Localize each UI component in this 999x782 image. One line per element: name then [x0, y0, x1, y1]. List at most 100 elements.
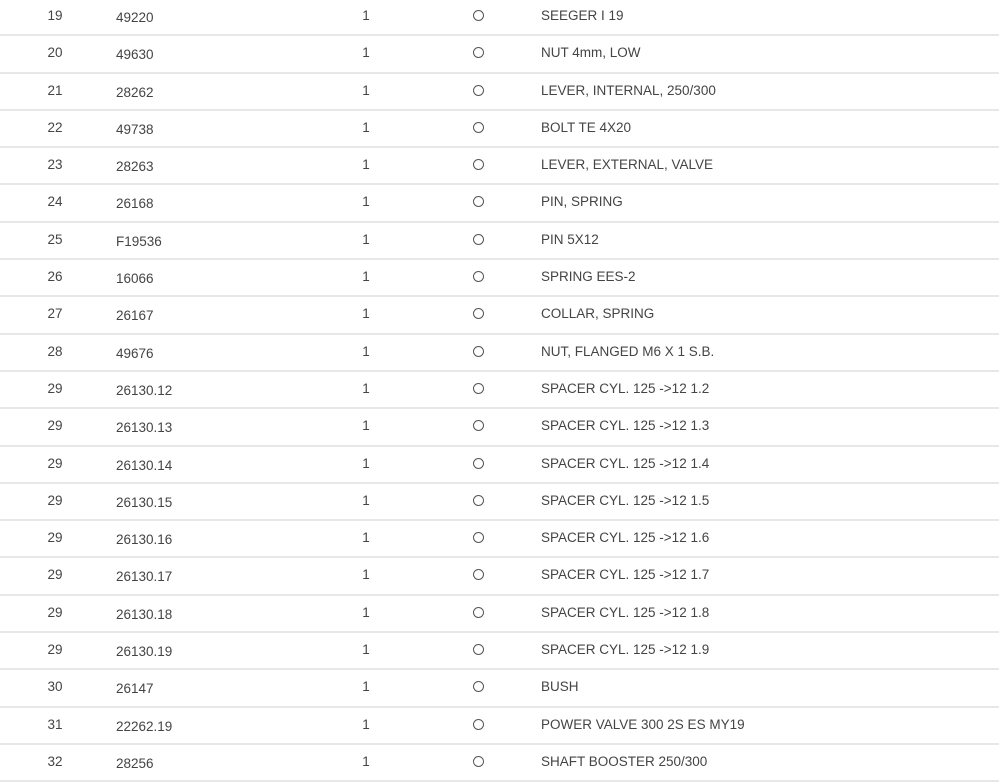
part-number: 49738: [116, 121, 154, 137]
select-radio[interactable]: [473, 47, 484, 59]
position-number: 29: [47, 455, 63, 471]
select-radio[interactable]: [473, 681, 484, 693]
select-radio[interactable]: [473, 271, 484, 283]
select-radio[interactable]: [473, 644, 484, 656]
select-radio[interactable]: [473, 84, 484, 96]
part-number: 26130.12: [116, 382, 173, 398]
quantity: 1: [362, 343, 370, 359]
position-number: 31: [47, 716, 63, 732]
select-radio[interactable]: [473, 233, 484, 245]
position-number: 30: [47, 679, 63, 695]
part-description: POWER VALVE 300 2S ES MY19: [541, 716, 745, 732]
table-row: 31 22262.19 1 POWER VALVE 300 2S ES MY19: [0, 708, 999, 745]
part-description: PIN, SPRING: [541, 194, 623, 210]
select-radio[interactable]: [473, 382, 484, 394]
quantity: 1: [362, 8, 370, 23]
table-row: 27 26167 1 COLLAR, SPRING: [0, 297, 999, 335]
part-description: SPACER CYL. 125 ->12 1.7: [541, 567, 710, 583]
part-number: 28256: [116, 755, 154, 771]
quantity: 1: [362, 119, 370, 135]
select-radio[interactable]: [473, 532, 484, 544]
quantity: 1: [362, 418, 370, 434]
select-radio[interactable]: [473, 345, 484, 357]
quantity: 1: [362, 567, 370, 583]
table-row: 28 49676 1 NUT, FLANGED M6 X 1 S.B.: [0, 335, 999, 372]
select-radio[interactable]: [473, 606, 484, 618]
select-radio[interactable]: [473, 196, 484, 208]
quantity: 1: [362, 82, 370, 98]
part-number: 26130.14: [116, 457, 173, 473]
position-number: 26: [47, 269, 63, 285]
select-radio[interactable]: [473, 569, 484, 581]
table-row: 29 26130.16 1 SPACER CYL. 125 ->12 1.6: [0, 521, 999, 559]
part-description: BOLT TE 4X20: [541, 119, 632, 135]
table-row: 22 49738 1 BOLT TE 4X20: [0, 111, 999, 149]
quantity: 1: [362, 530, 370, 546]
select-radio[interactable]: [473, 121, 484, 133]
part-number: 28263: [116, 159, 154, 175]
part-number: 26130.13: [116, 420, 173, 436]
select-radio[interactable]: [473, 494, 484, 506]
select-radio[interactable]: [473, 755, 484, 767]
part-description: BUSH: [541, 679, 579, 695]
part-number: 26130.16: [116, 532, 173, 548]
part-description: SPACER CYL. 125 ->12 1.4: [541, 455, 710, 471]
part-number: 26130.18: [116, 606, 173, 622]
part-description: SPRING EES-2: [541, 269, 636, 285]
part-number: 49676: [116, 345, 154, 361]
position-number: 20: [47, 45, 63, 61]
table-row: 29 26130.19 1 SPACER CYL. 125 ->12 1.9: [0, 633, 999, 671]
part-description: LEVER, EXTERNAL, VALVE: [541, 157, 714, 173]
table-row: 26 16066 1 SPRING EES-2: [0, 260, 999, 298]
select-radio[interactable]: [473, 718, 484, 730]
select-radio[interactable]: [473, 457, 484, 469]
table-row: 30 26147 1 BUSH: [0, 670, 999, 708]
position-number: 29: [47, 380, 63, 396]
position-number: 29: [47, 567, 63, 583]
position-number: 32: [47, 753, 63, 769]
quantity: 1: [362, 194, 370, 210]
part-description: SPACER CYL. 125 ->12 1.8: [541, 604, 710, 620]
select-radio[interactable]: [473, 159, 484, 171]
part-description: COLLAR, SPRING: [541, 306, 655, 322]
position-number: 24: [47, 194, 63, 210]
part-description: PIN 5X12: [541, 231, 599, 247]
part-number: F19536: [116, 233, 162, 249]
part-description: SPACER CYL. 125 ->12 1.5: [541, 492, 710, 508]
select-radio[interactable]: [473, 308, 484, 320]
table-row: 24 26168 1 PIN, SPRING: [0, 185, 999, 223]
part-number: 22262.19: [116, 718, 173, 734]
position-number: 27: [47, 306, 63, 322]
quantity: 1: [362, 455, 370, 471]
table-row: 29 26130.17 1 SPACER CYL. 125 ->12 1.7: [0, 558, 999, 596]
position-number: 19: [47, 8, 63, 23]
select-radio[interactable]: [473, 10, 484, 21]
table-row: 32 28256 1 SHAFT BOOSTER 250/300: [0, 745, 999, 782]
part-number: 26130.17: [116, 569, 173, 585]
select-radio[interactable]: [473, 420, 484, 432]
position-number: 29: [47, 642, 63, 658]
position-number: 29: [47, 530, 63, 546]
table-row: 20 49630 1 NUT 4mm, LOW: [0, 36, 999, 74]
quantity: 1: [362, 231, 370, 247]
quantity: 1: [362, 45, 370, 61]
table-row: 29 26130.12 1 SPACER CYL. 125 ->12 1.2: [0, 372, 999, 410]
part-description: LEVER, INTERNAL, 250/300: [541, 82, 716, 98]
quantity: 1: [362, 306, 370, 322]
quantity: 1: [362, 604, 370, 620]
part-description: SPACER CYL. 125 ->12 1.3: [541, 418, 710, 434]
part-description: SPACER CYL. 125 ->12 1.2: [541, 380, 710, 396]
part-number: 28262: [116, 84, 154, 100]
quantity: 1: [362, 492, 370, 508]
position-number: 28: [47, 343, 63, 359]
table-row: 29 26130.14 1 SPACER CYL. 125 ->12 1.4: [0, 447, 999, 484]
part-number: 26130.15: [116, 494, 173, 510]
position-number: 21: [47, 82, 63, 98]
part-description: SPACER CYL. 125 ->12 1.6: [541, 530, 710, 546]
part-description: SPACER CYL. 125 ->12 1.9: [541, 642, 710, 658]
position-number: 23: [47, 157, 63, 173]
part-number: 49630: [116, 47, 154, 63]
quantity: 1: [362, 679, 370, 695]
quantity: 1: [362, 380, 370, 396]
table-row: 29 26130.18 1 SPACER CYL. 125 ->12 1.8: [0, 596, 999, 634]
